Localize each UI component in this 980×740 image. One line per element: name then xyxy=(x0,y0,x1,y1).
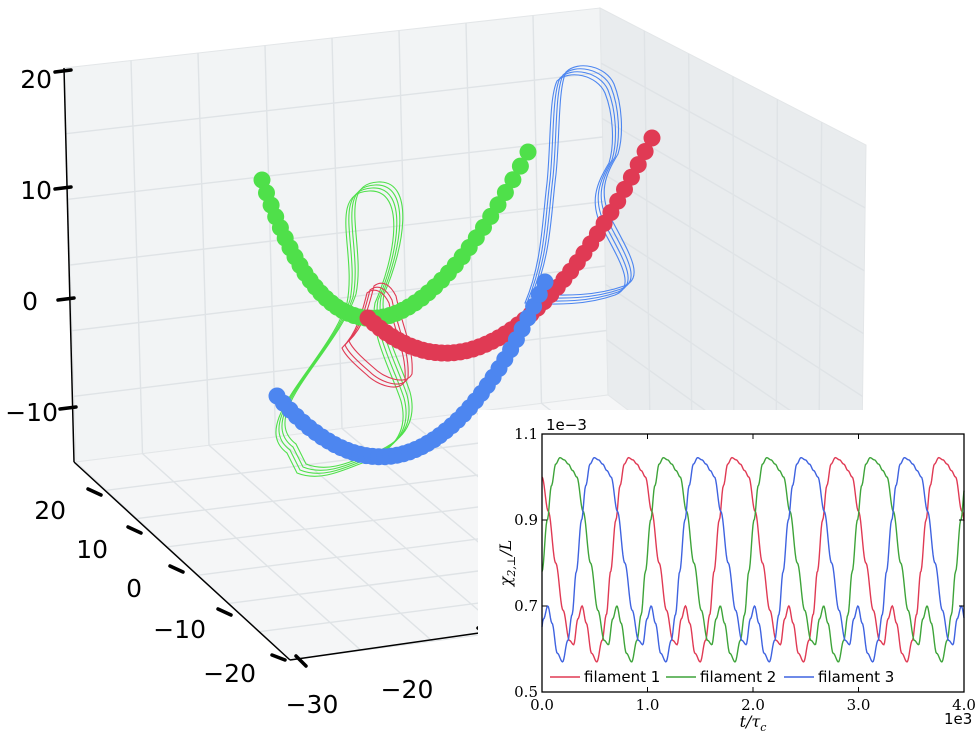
legend-entry-filament-1: filament 1 xyxy=(550,668,660,686)
x-tick-label: −30 xyxy=(286,690,339,719)
inset-chart: 0.5 0.7 0.9 1.1 0.0 1.0 2.0 3.0 4.0 1e−3… xyxy=(478,410,980,740)
inset-y-tick-label: 0.9 xyxy=(514,511,538,529)
grid-line-floor xyxy=(208,444,433,642)
z-tick-label: 20 xyxy=(20,65,52,94)
pane-back-wall xyxy=(63,7,609,463)
inset-x-tick-label: 0.0 xyxy=(530,696,554,714)
legend-label: filament 3 xyxy=(818,668,894,686)
grid-line-right xyxy=(600,62,866,209)
inset-series xyxy=(541,456,965,663)
y-tick-marks xyxy=(86,487,287,662)
grid-line-right xyxy=(603,173,864,335)
filament-trace-line xyxy=(533,65,635,296)
filament-bead xyxy=(622,168,640,186)
axis-3d-y xyxy=(73,461,291,661)
filament-trace-line xyxy=(530,68,632,299)
inset-x-tick-labels: 0.0 1.0 2.0 3.0 4.0 xyxy=(530,696,976,714)
grid-line-right xyxy=(687,53,693,459)
y-tick-label: 10 xyxy=(76,535,108,564)
grid-line-back xyxy=(65,71,602,135)
grid-line-right xyxy=(604,228,863,398)
inset-y-tick-label: 1.1 xyxy=(514,425,538,443)
grid-line-back xyxy=(71,265,606,332)
z-tick-marks xyxy=(53,68,78,411)
axis-3d-z xyxy=(63,67,75,463)
inset-y-tick-labels: 0.5 0.7 0.9 1.1 xyxy=(514,425,538,701)
y-tick-label: 0 xyxy=(126,574,142,603)
legend-entry-filament-2: filament 2 xyxy=(666,668,776,686)
y-tick-label: −10 xyxy=(153,615,206,644)
legend-label: filament 1 xyxy=(584,668,660,686)
legend-label: filament 2 xyxy=(700,668,776,686)
z-tick-label: 10 xyxy=(20,176,52,205)
y-tick-label: 20 xyxy=(34,496,66,525)
filament-bead xyxy=(496,184,514,201)
filament-beads xyxy=(253,129,661,466)
x-tick-label: −20 xyxy=(381,675,434,704)
filament-bead xyxy=(253,171,271,189)
y-tick-label: −20 xyxy=(203,659,256,688)
grid-line-back xyxy=(67,136,603,201)
inset-y-multiplier: 1e−3 xyxy=(546,416,587,434)
inset-background xyxy=(478,410,980,740)
grid-line-right xyxy=(643,30,651,427)
filament-bead xyxy=(636,143,654,160)
filament-bead xyxy=(504,171,522,189)
inset-x-axis-label: t/τc xyxy=(740,712,767,734)
filament-trace-line xyxy=(524,74,626,305)
z-tick-label: 0 xyxy=(22,287,38,316)
filament-bead xyxy=(643,129,661,147)
inset-x-tick-label: 4.0 xyxy=(952,696,976,714)
filament-bead xyxy=(489,196,507,214)
inset-legend: filament 1 filament 2 filament 3 xyxy=(550,668,894,686)
grid-line-floor xyxy=(142,453,362,652)
legend-entry-filament-3: filament 3 xyxy=(784,668,894,686)
inset-x-tick-label: 1.0 xyxy=(636,696,660,714)
y-tick-labels: 20 10 0 −10 −20 xyxy=(34,496,256,688)
inset-ticks xyxy=(541,433,965,693)
inset-x-tick-label: 2.0 xyxy=(741,696,765,714)
filament-bead xyxy=(511,157,529,175)
inset-x-tick-label: 3.0 xyxy=(847,696,871,714)
z-tick-labels: 20 10 0 −10 xyxy=(5,65,58,427)
axis-3d-x xyxy=(289,629,501,661)
x-tick-labels: −30 −20 xyxy=(286,675,434,719)
filament-bead xyxy=(519,143,537,161)
inset-series-line xyxy=(541,456,965,663)
inset-y-axis-label: χ2,⊥/L xyxy=(496,540,518,588)
inset-y-tick-label: 0.7 xyxy=(514,597,538,615)
inset-series-line xyxy=(541,456,965,663)
filament-bead xyxy=(536,273,554,291)
grid-line-back xyxy=(69,200,605,266)
inset-y-tick-label: 0.5 xyxy=(514,683,538,701)
z-tick-label: −10 xyxy=(5,398,58,427)
filament-bead xyxy=(629,156,647,174)
inset-x-multiplier: 1e3 xyxy=(944,710,972,728)
